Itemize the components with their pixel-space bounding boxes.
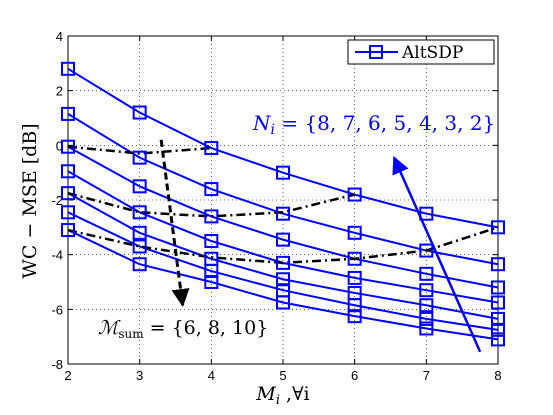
y-tick-label: -8 xyxy=(51,357,63,372)
data-point xyxy=(204,182,219,197)
data-point xyxy=(276,272,290,287)
data-point xyxy=(204,234,219,248)
data-point xyxy=(491,280,505,295)
n-annotation: Ni = {8, 7, 6, 5, 4, 3, 2} xyxy=(252,111,495,138)
data-point xyxy=(491,311,505,326)
sum-curve xyxy=(67,226,499,265)
data-point xyxy=(132,239,147,254)
data-point xyxy=(132,257,147,272)
data-point xyxy=(419,283,434,298)
y-tick-label: -2 xyxy=(51,193,63,208)
data-point xyxy=(132,150,147,165)
y-tick-label: 0 xyxy=(56,138,63,153)
x-tick-label: 2 xyxy=(64,368,71,383)
data-point xyxy=(419,321,434,336)
x-axis-label: Mi ,∀i xyxy=(255,383,309,408)
x-tick-label: 6 xyxy=(351,368,358,383)
y-tick-label: 4 xyxy=(56,29,63,44)
data-point xyxy=(61,139,75,154)
data-point xyxy=(132,179,147,194)
data-point xyxy=(61,164,75,179)
x-tick-label: 5 xyxy=(279,368,286,383)
data-point xyxy=(132,205,147,220)
grid xyxy=(68,36,498,364)
arrows xyxy=(159,139,482,353)
sum-curve xyxy=(67,145,212,155)
x-tick-label: 4 xyxy=(208,368,215,383)
data-point xyxy=(419,298,434,313)
series-line xyxy=(67,145,499,289)
m-arrow xyxy=(159,139,190,308)
data-point xyxy=(491,332,505,347)
data-point xyxy=(419,266,434,281)
data-point xyxy=(491,220,505,235)
data-point xyxy=(347,251,362,266)
y-tick-label: -6 xyxy=(51,302,63,317)
legend-marker xyxy=(369,45,383,59)
data-point xyxy=(204,275,219,289)
data-point xyxy=(419,243,434,258)
data-point xyxy=(204,264,219,279)
legend-label: AltSDP xyxy=(401,43,463,63)
data-point xyxy=(419,206,434,221)
data-point xyxy=(276,206,290,221)
data-point xyxy=(491,295,505,310)
series-line xyxy=(67,192,499,320)
data-point xyxy=(61,205,75,220)
data-point xyxy=(276,165,290,180)
data-point xyxy=(347,298,362,313)
data-point xyxy=(347,187,362,202)
y-axis-label: WC − MSE [dB] xyxy=(19,123,41,278)
data-point xyxy=(276,255,290,270)
data-point xyxy=(491,322,505,337)
n-arrow xyxy=(392,156,482,353)
series-line xyxy=(67,67,499,229)
data-point xyxy=(132,105,147,120)
y-tick-label: -4 xyxy=(51,248,63,263)
m-annotation: ℳsum = {6, 8, 10} xyxy=(98,317,268,341)
data-point xyxy=(61,61,75,76)
data-point xyxy=(491,257,505,272)
x-tick-label: 3 xyxy=(136,368,143,383)
data-point xyxy=(276,232,290,247)
x-tick-label: 7 xyxy=(423,368,430,383)
data-point xyxy=(132,225,147,240)
data-point xyxy=(419,311,434,326)
data-point xyxy=(347,309,362,324)
legend: AltSDP xyxy=(347,39,495,65)
x-tick-label: 8 xyxy=(494,368,501,383)
series-markers xyxy=(61,61,505,347)
series-line xyxy=(67,211,499,331)
data-point xyxy=(276,295,290,310)
sum-curves xyxy=(67,145,499,265)
data-point xyxy=(204,209,219,224)
data-point xyxy=(347,270,362,285)
series-line xyxy=(67,229,499,341)
data-point xyxy=(204,141,219,156)
data-point xyxy=(347,225,362,240)
y-tick-label: 2 xyxy=(56,84,63,99)
data-point xyxy=(61,186,75,201)
sum-curve xyxy=(67,191,355,218)
data-point xyxy=(61,106,75,121)
data-point xyxy=(61,223,75,238)
